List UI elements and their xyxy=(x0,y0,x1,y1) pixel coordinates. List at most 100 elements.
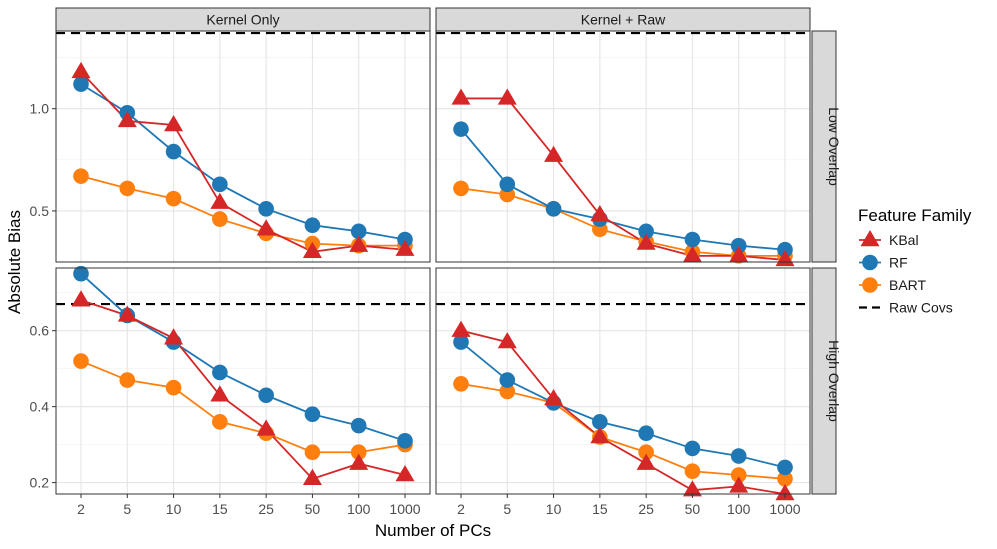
point-kbal xyxy=(71,290,91,307)
point-bart xyxy=(777,471,793,487)
point-kbal xyxy=(164,115,184,132)
strip-background xyxy=(55,7,431,32)
point-rf xyxy=(499,372,516,388)
point-rf xyxy=(545,201,562,217)
point-rf xyxy=(258,201,274,217)
point-bart xyxy=(453,180,469,197)
point-rf xyxy=(212,364,228,381)
legend-item-raw-covs: Raw Covs xyxy=(859,300,953,316)
point-rf xyxy=(73,76,89,92)
panel-kernel-raw-high-overlap xyxy=(435,267,811,501)
point-rf xyxy=(777,459,793,476)
point-kbal xyxy=(451,88,471,105)
point-bart xyxy=(212,414,228,430)
legend-title: Feature Family xyxy=(858,206,972,225)
point-rf xyxy=(397,231,413,248)
x-tick-label: 1000 xyxy=(389,501,420,517)
legend-label: KBal xyxy=(889,232,919,248)
point-bart xyxy=(119,180,136,197)
point-kbal xyxy=(210,385,230,402)
point-rf xyxy=(397,433,413,449)
legend-label: RF xyxy=(889,255,908,271)
panels-layer xyxy=(55,30,811,501)
legend-label: BART xyxy=(889,277,927,293)
x-tick-label: 15 xyxy=(592,501,608,517)
panel-kernel-only-high-overlap xyxy=(55,265,431,495)
point-kbal xyxy=(302,468,322,486)
panel-kernel-raw-low-overlap xyxy=(435,30,811,267)
point-kbal xyxy=(590,427,610,444)
point-bart xyxy=(73,168,89,184)
point-kbal xyxy=(590,204,610,222)
point-kbal xyxy=(729,245,749,263)
strip-label: Kernel Only xyxy=(206,12,279,28)
x-tick-label: 10 xyxy=(166,501,182,517)
point-kbal xyxy=(349,453,369,470)
strip-background xyxy=(811,30,837,263)
y-tick-label: 0.4 xyxy=(30,399,50,415)
x-tick-label: 15 xyxy=(212,501,228,517)
point-kbal xyxy=(775,484,795,501)
point-kbal xyxy=(451,320,471,337)
point-kbal xyxy=(544,389,564,406)
point-rf xyxy=(730,448,747,464)
point-kbal xyxy=(497,332,517,349)
point-rf xyxy=(638,223,654,240)
series-line-kbal xyxy=(460,329,786,495)
x-tick-label: 1000 xyxy=(769,501,800,517)
x-tick-label: 50 xyxy=(685,501,701,517)
point-rf xyxy=(212,176,228,193)
strip-top-kernel-raw: Kernel + Raw xyxy=(435,7,811,32)
legend-item-kbal: KBal xyxy=(859,230,919,248)
panel-kernel-only-low-overlap xyxy=(55,30,431,263)
panel-background xyxy=(56,268,430,494)
y-tick-label: 0.5 xyxy=(30,203,50,219)
legend-item-rf: RF xyxy=(859,255,908,271)
x-tick-label: 5 xyxy=(123,501,131,517)
x-tick-label: 10 xyxy=(546,501,562,517)
point-rf xyxy=(592,414,608,430)
strip-top-kernel-only: Kernel Only xyxy=(55,7,431,32)
point-bart xyxy=(638,444,654,461)
point-bart xyxy=(453,376,469,392)
point-kbal xyxy=(71,61,91,79)
x-tick-label: 2 xyxy=(457,501,465,517)
point-kbal xyxy=(302,241,322,258)
point-rf xyxy=(684,231,701,248)
legend-item-bart: BART xyxy=(859,277,927,293)
point-bart xyxy=(165,190,182,207)
x-axis-title: Number of PCs xyxy=(375,521,491,540)
point-rf xyxy=(350,417,367,434)
x-tick-label: 25 xyxy=(638,501,654,517)
point-kbal xyxy=(636,453,656,470)
axes-layer: 0.51.00.20.40.62 5 10 15 25 50 100 1000 2 5 10 15 25… xyxy=(5,101,801,540)
point-kbal xyxy=(117,305,137,322)
strip-label: Kernel + Raw xyxy=(581,12,666,28)
point-kbal xyxy=(636,233,656,250)
point-kbal xyxy=(210,192,230,209)
point-kbal xyxy=(117,110,137,128)
point-rf xyxy=(684,440,701,457)
point-bart xyxy=(730,467,747,483)
point-rf xyxy=(350,223,367,240)
point-rf xyxy=(499,176,516,193)
y-tick-label: 1.0 xyxy=(30,101,50,117)
point-rf xyxy=(258,387,274,404)
point-bart xyxy=(350,444,367,461)
point-kbal xyxy=(164,328,184,345)
strip-label: High Overlap xyxy=(826,340,842,422)
point-kbal xyxy=(544,145,564,162)
point-kbal xyxy=(682,245,702,263)
point-kbal xyxy=(729,476,749,493)
point-bart xyxy=(212,211,228,227)
point-rf xyxy=(453,334,469,350)
legend-label: Raw Covs xyxy=(889,300,953,316)
point-bart xyxy=(165,379,182,396)
strip-background xyxy=(435,7,811,32)
panel-background xyxy=(436,268,810,494)
x-tick-label: 5 xyxy=(503,501,511,517)
x-tick-label: 100 xyxy=(347,501,371,517)
x-tick-label: 25 xyxy=(258,501,274,517)
